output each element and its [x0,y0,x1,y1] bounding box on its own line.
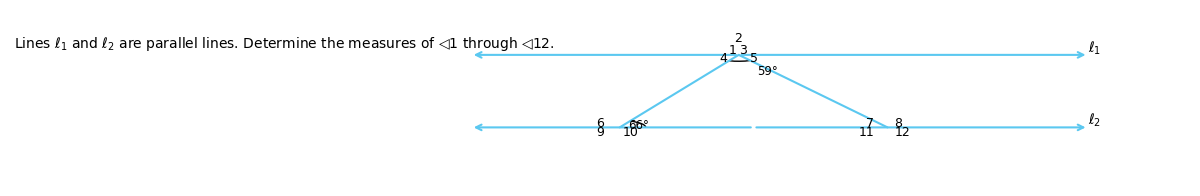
Text: 8: 8 [894,117,902,130]
Text: 59°: 59° [757,65,778,78]
Text: 3: 3 [739,44,748,57]
Text: 11: 11 [858,126,874,139]
Text: 12: 12 [894,126,910,139]
Text: 7: 7 [866,117,874,130]
Text: Lines $\ell_1$ and $\ell_2$ are parallel lines. Determine the measures of $\tria: Lines $\ell_1$ and $\ell_2$ are parallel… [13,35,554,53]
Text: $\ell_1$: $\ell_1$ [1088,39,1102,57]
Text: 9: 9 [596,126,604,139]
Text: 4: 4 [720,53,727,65]
Text: 1: 1 [728,44,737,57]
Text: 66°: 66° [629,119,649,132]
Text: 2: 2 [734,32,742,45]
Text: 5: 5 [750,53,758,65]
Text: $\ell_2$: $\ell_2$ [1088,112,1102,129]
Text: 10: 10 [623,126,638,139]
Text: 6: 6 [596,117,604,130]
